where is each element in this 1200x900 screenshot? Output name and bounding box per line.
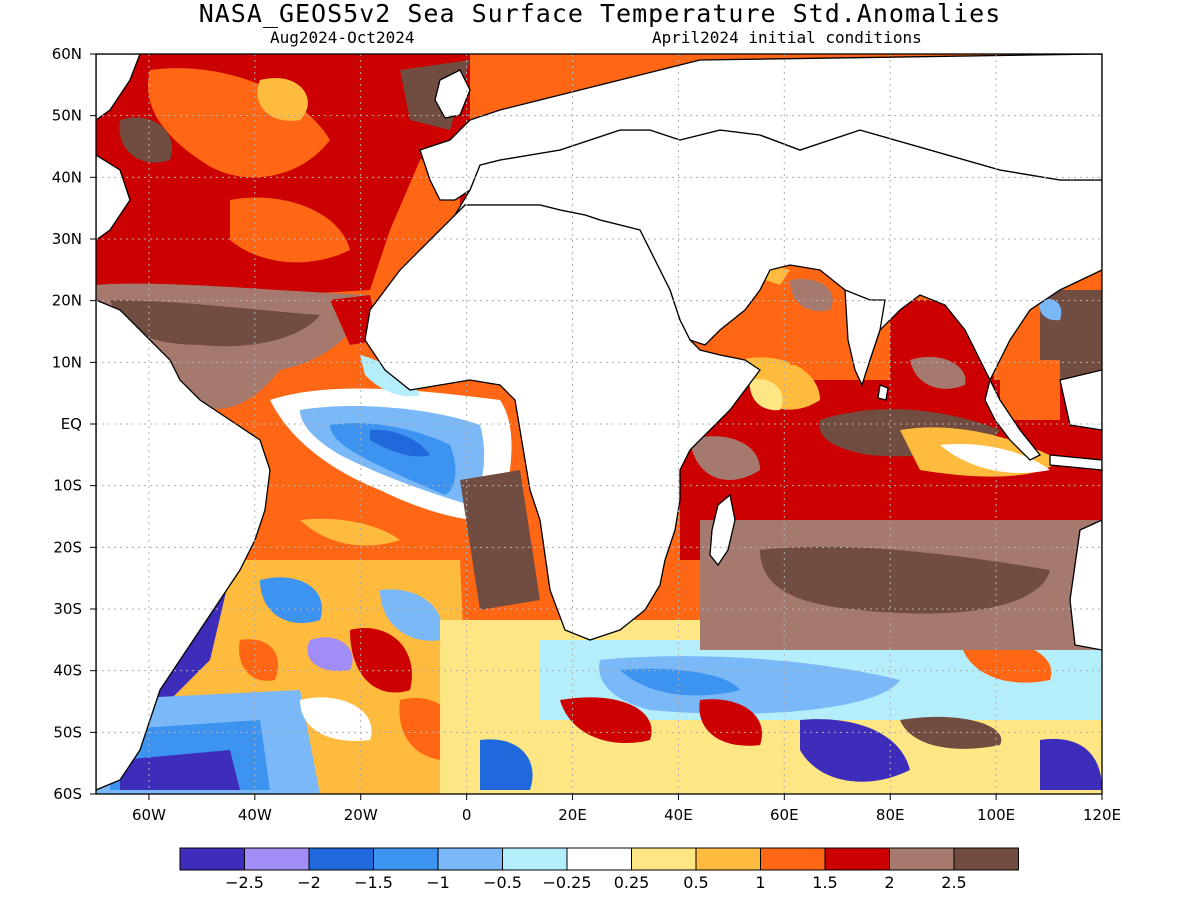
lat-tick-label: 50S [53, 723, 82, 741]
colorbar-swatch [373, 847, 439, 871]
lat-tick-label: 60S [53, 785, 82, 803]
lon-tick-label: 80E [876, 806, 905, 824]
colorbar-label: −1 [426, 873, 450, 892]
lon-tick-label: 120E [1083, 806, 1121, 824]
colorbar-label: 2.5 [941, 873, 966, 892]
initial-conditions: April2024 initial conditions [652, 28, 922, 47]
colorbar-label: −1.5 [354, 873, 393, 892]
colorbar-swatch [695, 847, 761, 871]
map-title: NASA_GEOS5v2 Sea Surface Temperature Std… [198, 0, 1002, 28]
colorbar-swatch [953, 847, 1019, 871]
longitude-labels: 60W 40W 20W 0 20E 40E 60E 80E 100E 120E [132, 806, 1121, 824]
lat-tick-label: 30N [52, 230, 82, 248]
lon-tick-label: 100E [977, 806, 1015, 824]
lat-tick-label: 40N [52, 168, 82, 186]
colorbar-label: −0.5 [483, 873, 522, 892]
lat-tick-label: 10N [52, 353, 82, 371]
lon-tick-label: 20W [344, 806, 378, 824]
lat-tick-label: 40S [53, 662, 82, 680]
colorbar-swatch [244, 847, 310, 871]
lon-tick-label: 0 [462, 806, 472, 824]
colorbar-swatch [437, 847, 503, 871]
colorbar-label: 0.5 [683, 873, 708, 892]
lon-tick-label: 60W [132, 806, 166, 824]
colorbar-swatch [631, 847, 697, 871]
colorbar-label: −2.5 [225, 873, 264, 892]
colorbar-swatch [502, 847, 568, 871]
colorbar-label: −2 [297, 873, 321, 892]
lat-tick-label: 50N [52, 107, 82, 125]
lon-tick-label: 20E [558, 806, 587, 824]
lat-tick-label: 20S [53, 538, 82, 556]
colorbar-label: 0.25 [614, 873, 650, 892]
lat-tick-label: 20N [52, 292, 82, 310]
land-masses [96, 54, 1102, 791]
colorbar-label: 1.5 [812, 873, 837, 892]
lat-tick-label: 60N [52, 45, 82, 63]
colorbar-label: 2 [884, 873, 894, 892]
forecast-period: Aug2024-Oct2024 [270, 28, 415, 47]
colorbar-swatch [179, 847, 245, 871]
colorbar-label: −0.25 [542, 873, 591, 892]
colorbar-labels: −2.5 −2 −1.5 −1 −0.5 −0.25 0.25 0.5 1 1.5 2 2.5 [225, 873, 967, 892]
colorbar-swatch [824, 847, 890, 871]
lat-tick-label: 30S [53, 600, 82, 618]
colorbar-swatch [566, 847, 632, 871]
axis-ticks [90, 53, 1103, 800]
lon-tick-label: 60E [770, 806, 799, 824]
lon-tick-label: 40E [664, 806, 693, 824]
lat-tick-label: EQ [61, 415, 82, 433]
colorbar-swatch [308, 847, 374, 871]
latitude-labels: 60N 50N 40N 30N 20N 10N EQ 10S 20S 30S 40S 50S 60S [52, 45, 82, 803]
colorbar-swatch [760, 847, 826, 871]
lat-tick-label: 10S [53, 477, 82, 495]
colorbar [179, 847, 1019, 871]
colorbar-label: 1 [755, 873, 765, 892]
lon-tick-label: 40W [238, 806, 272, 824]
colorbar-swatch [889, 847, 955, 871]
